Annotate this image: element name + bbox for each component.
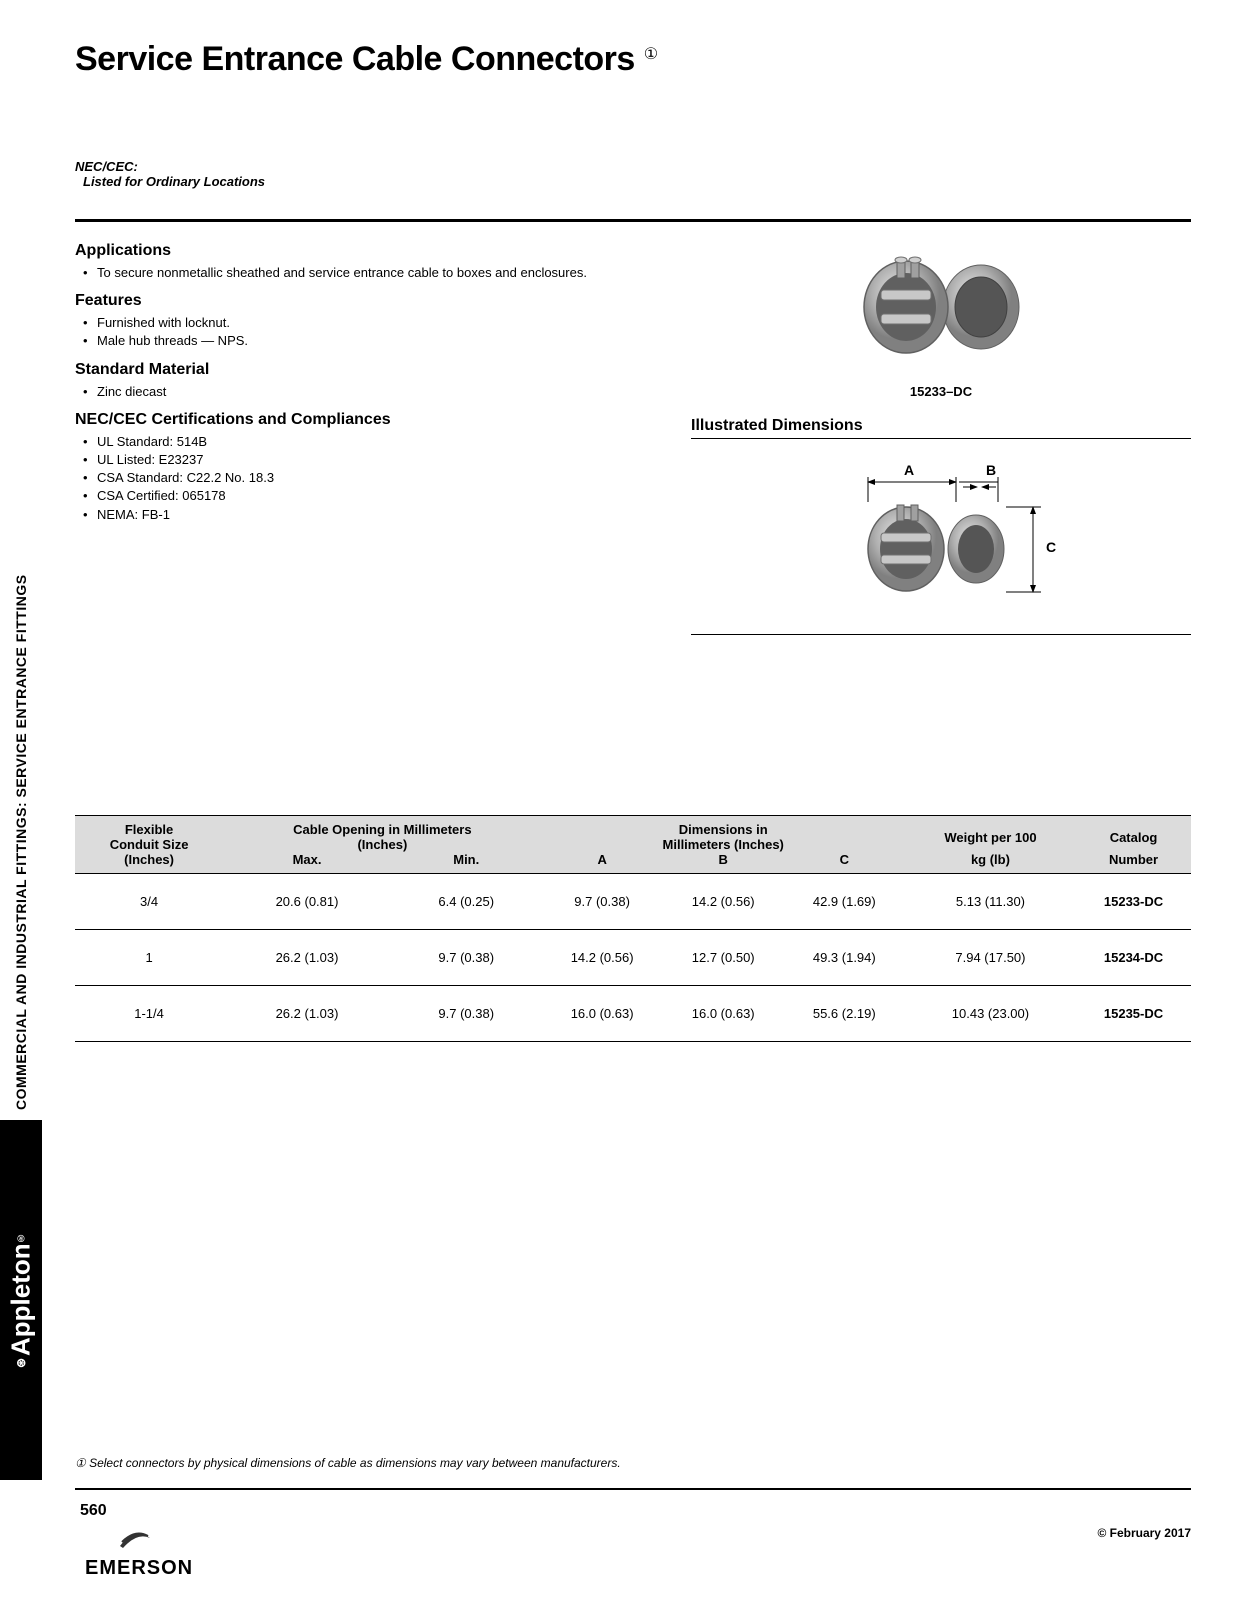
material-list: Zinc diecast <box>75 383 651 401</box>
cell-catalog: 15233-DC <box>1076 874 1191 930</box>
emerson-logo: EMERSON <box>85 1557 193 1580</box>
cert-item: CSA Standard: C22.2 No. 18.3 <box>97 469 651 487</box>
product-image <box>841 242 1041 372</box>
th-conduit-1: FlexibleConduit Size <box>75 816 223 853</box>
side-tab-category: COMMERCIAL AND INDUSTRIAL FITTINGS: SERV… <box>0 560 42 1120</box>
th-c: C <box>784 852 905 874</box>
dim-label-c: C <box>1046 539 1056 555</box>
illustrated-dimensions-heading: Illustrated Dimensions <box>691 417 1191 439</box>
cert-item: CSA Certified: 065178 <box>97 487 651 505</box>
table-row: 1-1/4 26.2 (1.03) 9.7 (0.38) 16.0 (0.63)… <box>75 986 1191 1042</box>
cell-b: 14.2 (0.56) <box>663 874 784 930</box>
th-catalog-1: Catalog <box>1076 816 1191 853</box>
cert-item: UL Standard: 514B <box>97 433 651 451</box>
applications-item: To secure nonmetallic sheathed and servi… <box>97 264 651 282</box>
divider-top <box>75 219 1191 222</box>
copyright: © February 2017 <box>1097 1526 1191 1540</box>
features-item: Male hub threads — NPS. <box>97 332 651 350</box>
th-weight-1: Weight per 100 <box>905 816 1076 853</box>
cell-min: 9.7 (0.38) <box>391 930 542 986</box>
dimension-diagram: A B C <box>801 457 1081 622</box>
page-title-text: Service Entrance Cable Connectors <box>75 40 635 78</box>
cell-weight: 5.13 (11.30) <box>905 874 1076 930</box>
nec-label: NEC/CEC: <box>75 159 1191 174</box>
applications-list: To secure nonmetallic sheathed and servi… <box>75 264 651 282</box>
cell-max: 26.2 (1.03) <box>223 930 391 986</box>
dim-label-a: A <box>904 462 914 478</box>
th-conduit-2: (Inches) <box>75 852 223 874</box>
material-heading: Standard Material <box>75 361 651 379</box>
brand-name: Appleton <box>6 1243 37 1356</box>
cell-c: 49.3 (1.94) <box>784 930 905 986</box>
features-list: Furnished with locknut. Male hub threads… <box>75 314 651 350</box>
cell-c: 42.9 (1.69) <box>784 874 905 930</box>
cell-a: 16.0 (0.63) <box>542 986 663 1042</box>
th-b: B <box>663 852 784 874</box>
th-max: Max. <box>223 852 391 874</box>
cell-min: 9.7 (0.38) <box>391 986 542 1042</box>
emerson-swoosh-icon <box>115 1524 155 1552</box>
cell-catalog: 15234-DC <box>1076 930 1191 986</box>
cell-min: 6.4 (0.25) <box>391 874 542 930</box>
cert-heading: NEC/CEC Certifications and Compliances <box>75 411 651 429</box>
th-opening-1: Cable Opening in Millimeters(Inches) <box>223 816 541 853</box>
illustrated-divider <box>691 634 1191 635</box>
page-title: Service Entrance Cable Connectors ① <box>75 40 1191 79</box>
cell-weight: 7.94 (17.50) <box>905 930 1076 986</box>
divider-bottom <box>75 1488 1191 1490</box>
th-catalog-2: Number <box>1076 852 1191 874</box>
features-item: Furnished with locknut. <box>97 314 651 332</box>
page-number: 560 <box>80 1502 107 1520</box>
cert-item: UL Listed: E23237 <box>97 451 651 469</box>
side-tab-brand: ⊛ Appleton® <box>0 1120 42 1480</box>
nec-text: Listed for Ordinary Locations <box>75 174 1191 189</box>
registered-mark: ® <box>16 1232 27 1243</box>
cell-b: 12.7 (0.50) <box>663 930 784 986</box>
product-caption: 15233–DC <box>691 384 1191 399</box>
cell-max: 20.6 (0.81) <box>223 874 391 930</box>
spec-table: FlexibleConduit Size Cable Opening in Mi… <box>75 815 1191 1042</box>
cert-list: UL Standard: 514B UL Listed: E23237 CSA … <box>75 433 651 524</box>
side-tab: COMMERCIAL AND INDUSTRIAL FITTINGS: SERV… <box>0 560 42 1480</box>
cell-conduit: 3/4 <box>75 874 223 930</box>
th-weight-2: kg (lb) <box>905 852 1076 874</box>
page-title-note-mark: ① <box>644 46 658 63</box>
right-column: 15233–DC Illustrated Dimensions <box>691 242 1191 635</box>
cell-b: 16.0 (0.63) <box>663 986 784 1042</box>
footnote: ① Select connectors by physical dimensio… <box>75 1456 621 1470</box>
cert-item: NEMA: FB-1 <box>97 506 651 524</box>
left-column: Applications To secure nonmetallic sheat… <box>75 242 651 635</box>
cell-max: 26.2 (1.03) <box>223 986 391 1042</box>
features-heading: Features <box>75 292 651 310</box>
material-item: Zinc diecast <box>97 383 651 401</box>
brand-at-icon: ⊛ <box>14 1358 28 1368</box>
nec-block: NEC/CEC: Listed for Ordinary Locations <box>75 159 1191 189</box>
dim-label-b: B <box>986 462 996 478</box>
cell-c: 55.6 (2.19) <box>784 986 905 1042</box>
th-min: Min. <box>391 852 542 874</box>
cell-a: 14.2 (0.56) <box>542 930 663 986</box>
cell-conduit: 1-1/4 <box>75 986 223 1042</box>
applications-heading: Applications <box>75 242 651 260</box>
th-a: A <box>542 852 663 874</box>
table-row: 3/4 20.6 (0.81) 6.4 (0.25) 9.7 (0.38) 14… <box>75 874 1191 930</box>
cell-catalog: 15235-DC <box>1076 986 1191 1042</box>
th-dims-1: Dimensions inMillimeters (Inches) <box>542 816 905 853</box>
cell-weight: 10.43 (23.00) <box>905 986 1076 1042</box>
cell-conduit: 1 <box>75 930 223 986</box>
cell-a: 9.7 (0.38) <box>542 874 663 930</box>
table-row: 1 26.2 (1.03) 9.7 (0.38) 14.2 (0.56) 12.… <box>75 930 1191 986</box>
